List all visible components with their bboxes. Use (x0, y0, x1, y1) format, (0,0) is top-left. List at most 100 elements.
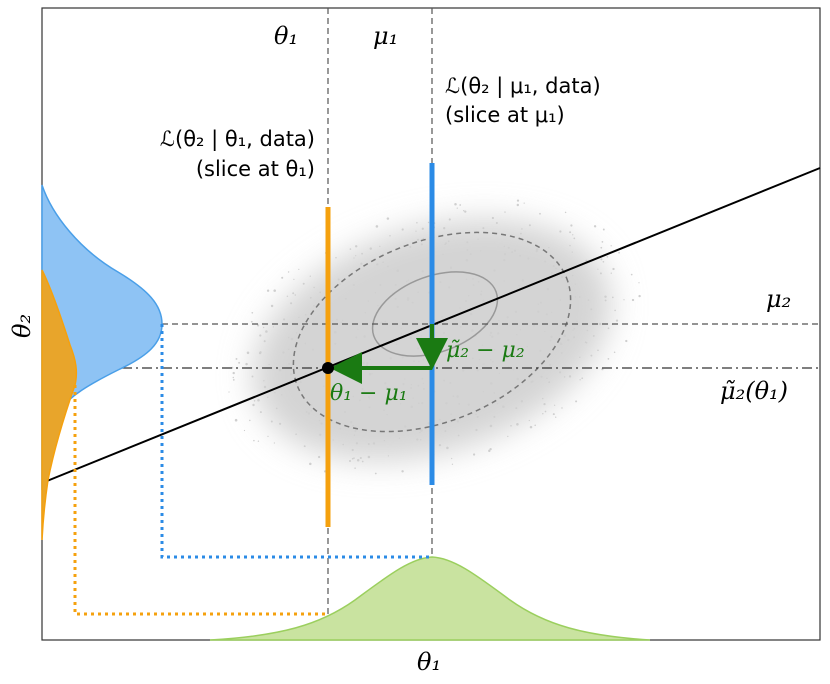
scatter-point (421, 401, 424, 405)
scatter-point (313, 286, 315, 289)
scatter-point (507, 246, 510, 249)
intersection-point (322, 362, 334, 374)
scatter-point (452, 395, 455, 398)
scatter-point (604, 299, 607, 302)
scatter-point (359, 456, 362, 460)
scatter-point (416, 238, 420, 241)
scatter-point (275, 407, 278, 410)
scatter-point (375, 225, 379, 228)
scatter-point (376, 263, 379, 266)
blue-projection-dotted (160, 324, 432, 559)
scatter-point (472, 453, 476, 456)
scatter-point (343, 388, 346, 391)
green-marginal-density (209, 556, 651, 641)
scatter-point (339, 427, 342, 430)
scatter-point (480, 290, 483, 293)
scatter-point (235, 357, 238, 360)
scatter-point (491, 335, 494, 338)
scatter-point (467, 403, 470, 406)
scatter-point (410, 387, 413, 389)
scatter-point (419, 431, 421, 434)
scatter-point (263, 385, 267, 389)
scatter-point (421, 227, 424, 230)
scatter-point (361, 460, 364, 463)
scatter-point (395, 343, 398, 346)
scatter-point (444, 243, 447, 246)
scatter-point (412, 397, 414, 399)
scatter-point (338, 385, 341, 388)
scatter-point (238, 361, 241, 364)
scatter-point (336, 318, 338, 321)
scatter-point (396, 305, 399, 309)
scatter-point (464, 210, 467, 213)
scatter-point (496, 402, 499, 405)
scatter-point (540, 375, 543, 378)
scatter-point (513, 249, 517, 252)
scatter-point (475, 413, 477, 415)
scatter-point (504, 389, 508, 392)
scatter-point (449, 381, 452, 384)
scatter-point (305, 314, 307, 316)
scatter-point (355, 336, 358, 339)
scatter-point (423, 342, 426, 345)
scatter-point (482, 391, 484, 393)
scatter-point (405, 280, 408, 283)
scatter-point (438, 418, 441, 421)
scatter-point (572, 234, 574, 236)
scatter-point (384, 382, 387, 385)
scatter-point (384, 320, 387, 323)
scatter-point (245, 362, 248, 366)
scatter-point (420, 356, 422, 359)
scatter-point (287, 271, 290, 273)
scatter-point (441, 316, 443, 318)
scatter-point (356, 459, 360, 462)
scatter-point (422, 382, 425, 385)
scatter-point (331, 320, 333, 322)
scatter-point (339, 283, 341, 285)
scatter-point (493, 415, 496, 418)
scatter-point (544, 260, 547, 263)
scatter-point (361, 388, 364, 390)
scatter-point (539, 301, 542, 304)
scatter-point (257, 324, 260, 327)
scatter-point (614, 309, 616, 312)
scatter-point (392, 389, 395, 392)
scatter-point (518, 284, 520, 287)
scatter-point (394, 283, 397, 286)
scatter-point (257, 398, 260, 402)
scatter-point (586, 329, 589, 332)
scatter-point (516, 377, 519, 381)
scatter-point (232, 379, 235, 381)
scatter-point (548, 381, 551, 384)
scatter-point (489, 358, 492, 361)
scatter-point (610, 272, 612, 274)
scatter-point (351, 448, 354, 452)
scatter-point (409, 336, 412, 339)
scatter-point (513, 355, 516, 358)
scatter-point (290, 302, 293, 305)
scatter-point (504, 211, 506, 213)
scatter-point (293, 278, 295, 281)
scatter-point (512, 367, 515, 371)
scatter-point (613, 351, 616, 354)
scatter-point (422, 358, 425, 361)
scatter-point (369, 358, 371, 361)
arrow-vertical-label: μ̃₂ − μ₂ (446, 338, 525, 363)
scatter-point (448, 218, 451, 221)
scatter-point (572, 329, 574, 331)
scatter-point (528, 419, 530, 422)
scatter-point (344, 297, 347, 300)
scatter-point (476, 415, 479, 418)
scatter-point (234, 418, 238, 422)
scatter-point (305, 410, 308, 413)
scatter-point (539, 212, 541, 215)
scatter-point (546, 287, 550, 291)
scatter-point (360, 262, 363, 265)
scatter-point (544, 410, 547, 413)
scatter-point (263, 340, 266, 343)
scatter-point (368, 352, 371, 355)
scatter-point (618, 251, 620, 254)
scatter-point (249, 419, 251, 422)
scatter-point (259, 351, 262, 354)
scatter-point (479, 368, 481, 370)
